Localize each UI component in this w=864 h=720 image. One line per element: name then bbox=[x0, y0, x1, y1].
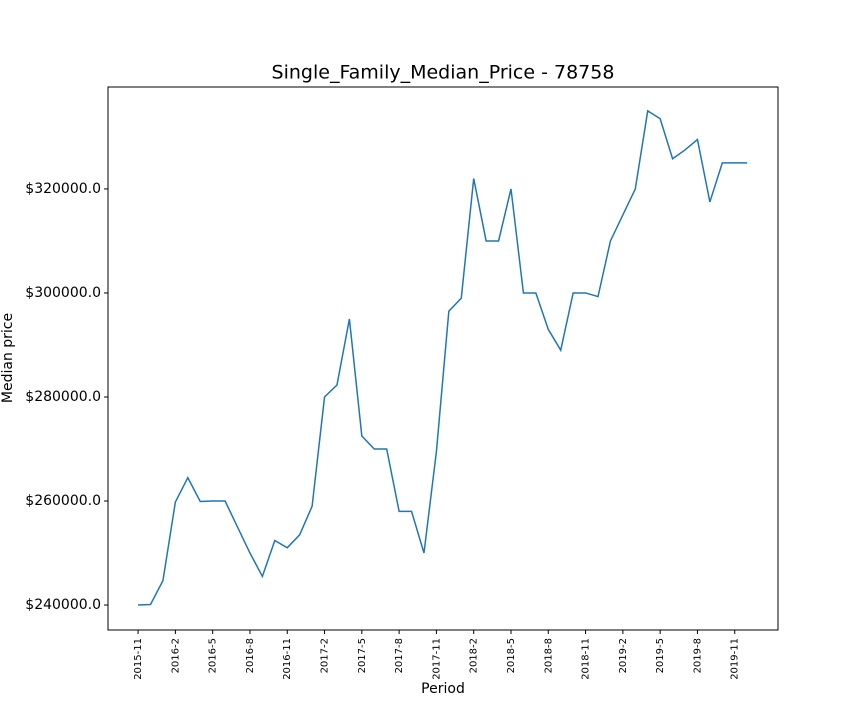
x-tick-label: 2018-5 bbox=[506, 638, 517, 673]
x-tick-label: 2019-2 bbox=[618, 638, 629, 673]
x-tick-label: 2017-2 bbox=[320, 638, 331, 673]
x-tick-label: 2018-2 bbox=[469, 638, 480, 673]
x-tick-label: 2019-5 bbox=[655, 638, 666, 673]
y-axis-label: Median price bbox=[0, 313, 16, 403]
x-tick-label: 2019-11 bbox=[730, 638, 741, 680]
x-tick-label: 2016-5 bbox=[208, 638, 219, 673]
x-tick-label: 2017-5 bbox=[357, 638, 368, 673]
x-tick-label: 2018-8 bbox=[543, 638, 554, 673]
x-tick-label: 2016-8 bbox=[245, 638, 256, 673]
x-tick-label: 2016-2 bbox=[170, 638, 181, 673]
x-tick-label: 2017-8 bbox=[394, 638, 405, 673]
y-tick-label: $280000.0 bbox=[25, 389, 101, 405]
x-axis-label: Period bbox=[421, 681, 465, 697]
y-tick-label: $300000.0 bbox=[25, 285, 101, 301]
x-tick-label: 2018-11 bbox=[581, 638, 592, 680]
x-tick-label: 2019-8 bbox=[692, 638, 703, 673]
x-tick-label: 2017-11 bbox=[431, 638, 442, 680]
chart-title: Single_Family_Median_Price - 78758 bbox=[272, 62, 615, 84]
x-tick-label: 2016-11 bbox=[282, 638, 293, 680]
plot-frame bbox=[107, 86, 779, 631]
y-tick-label: $260000.0 bbox=[25, 493, 101, 509]
y-tick-label: $320000.0 bbox=[25, 181, 101, 197]
line-series bbox=[138, 109, 748, 606]
y-tick-label: $240000.0 bbox=[25, 597, 101, 613]
x-tick-label: 2015-11 bbox=[133, 638, 144, 680]
